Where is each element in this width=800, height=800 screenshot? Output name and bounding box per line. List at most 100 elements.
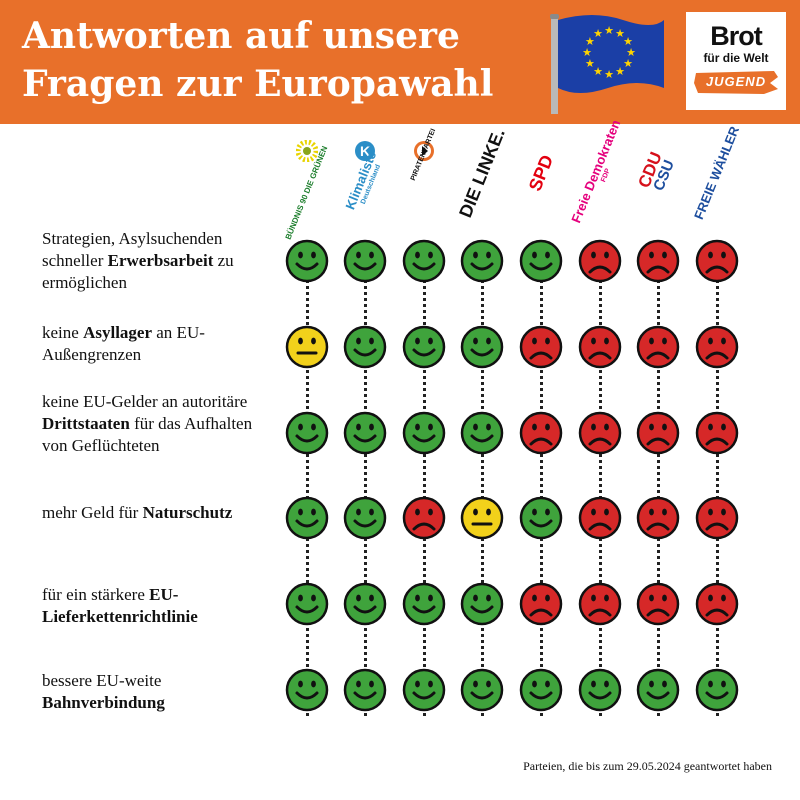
flag-star-icon: ★ (593, 66, 603, 78)
smiley-happy-icon (460, 668, 504, 712)
column-connector-line (481, 261, 484, 716)
column-connector-line (306, 261, 309, 716)
smiley-sad-icon (695, 582, 739, 626)
column-connector-line (540, 261, 543, 716)
smiley-happy-icon (343, 325, 387, 369)
question-keyword: Naturschutz (142, 503, 233, 522)
svg-text:K: K (360, 143, 370, 159)
question-text-plain: mehr Geld für (42, 503, 143, 522)
smiley-happy-icon (343, 496, 387, 540)
smiley-sad-icon (519, 582, 563, 626)
flag-star-icon: ★ (604, 25, 614, 37)
party-name-text: SPD (524, 152, 558, 194)
smiley-happy-icon (402, 668, 446, 712)
question-text: Strategien, Asylsuchenden schneller Erwe… (42, 228, 272, 294)
smiley-sad-icon (578, 496, 622, 540)
smiley-happy-icon (343, 582, 387, 626)
question-text-plain: für ein stärkere (42, 585, 150, 604)
smiley-happy-icon (636, 668, 680, 712)
eu-flag-icon: ★ ★ ★ ★ ★ ★ ★ ★ ★ ★ ★ ★ (548, 12, 666, 116)
smiley-happy-icon (519, 668, 563, 712)
party-logo-2: K Klimaliste Deutschland (336, 128, 394, 218)
question-text-plain: keine (42, 323, 84, 342)
question-text-plain: zu ermöglichen (42, 251, 234, 292)
title-line-1: Antworten auf unsere (22, 15, 460, 57)
column-connector-line (716, 261, 719, 716)
smiley-happy-icon (402, 411, 446, 455)
flag-star-icon: ★ (604, 69, 614, 81)
flag-star-icon: ★ (615, 66, 625, 78)
klimaliste-k-icon: K (354, 140, 376, 162)
question-keyword: EU-Lieferkettenrichtlinie (42, 585, 198, 626)
party-name: DIE LINKE. (455, 125, 509, 221)
header-banner: Antworten auf unsere Fragen zur Europawa… (0, 0, 800, 124)
smiley-happy-icon (285, 239, 329, 283)
party-logo-7: CDU CSU (629, 128, 687, 218)
question-keyword: Asyllager (83, 323, 153, 342)
footer-note: Parteien, die bis zum 29.05.2024 geantwo… (523, 759, 772, 773)
smiley-sad-icon (695, 325, 739, 369)
smiley-sad-icon (695, 496, 739, 540)
smiley-sad-icon (578, 239, 622, 283)
party-logo-3: PIRATENPARTEI (395, 128, 453, 218)
smiley-happy-icon (519, 496, 563, 540)
party-name: SPD (524, 152, 558, 194)
flag-star-icon: ★ (626, 47, 636, 59)
question-text: für ein stärkere EU-Lieferkettenrichtlin… (42, 584, 272, 628)
party-logo-8: FREIE WÄHLER (688, 124, 746, 221)
question-text: keine EU-Gelder an autoritäre Drittstaat… (42, 391, 272, 457)
smiley-happy-icon (343, 239, 387, 283)
smiley-sad-icon (578, 411, 622, 455)
party-logo-5: SPD (512, 128, 570, 218)
logo-badge-shape (694, 71, 778, 94)
page-title: Antworten auf unsere Fragen zur Europawa… (22, 12, 493, 108)
party-logo-1: BÜNDNIS 90 DIE GRÜNEN (278, 128, 336, 241)
party-name: CDU CSU (634, 149, 679, 195)
flag-star-icon: ★ (585, 36, 595, 48)
question-text: bessere EU-weite Bahnverbindung (42, 670, 272, 714)
party-name: Klimaliste Deutschland (342, 149, 386, 214)
smiley-sad-icon (636, 325, 680, 369)
smiley-happy-icon (343, 668, 387, 712)
logo-subtitle: für die Welt (703, 51, 769, 65)
column-connector-line (364, 261, 367, 716)
smiley-happy-icon (402, 582, 446, 626)
question-text-plain: an EU-Außengrenzen (42, 323, 205, 364)
smiley-happy-icon (460, 239, 504, 283)
smiley-happy-icon (285, 496, 329, 540)
party-name-text: DIE LINKE. (455, 125, 509, 221)
party-name-text: FREIE WÄHLER (691, 124, 743, 222)
question-text-plain: Strategien, Asylsuchenden schneller (42, 229, 223, 270)
flag-star-icon: ★ (623, 36, 633, 48)
pirate-sail-icon (413, 140, 435, 162)
question-text: mehr Geld für Naturschutz (42, 502, 272, 524)
smiley-sad-icon (695, 239, 739, 283)
smiley-sad-icon (636, 239, 680, 283)
column-connector-line (657, 261, 660, 716)
smiley-sad-icon (519, 325, 563, 369)
question-text: keine Asyllager an EU-Außengrenzen (42, 322, 272, 366)
smiley-happy-icon (460, 582, 504, 626)
question-text-plain: für das Aufhalten von Geflüchteten (42, 414, 253, 455)
flag-star-icon: ★ (585, 58, 595, 70)
question-keyword: Drittstaaten (42, 414, 130, 433)
smiley-happy-icon (285, 668, 329, 712)
smiley-sad-icon (636, 582, 680, 626)
party-logo-4: DIE LINKE. (453, 125, 511, 221)
smiley-neutral-icon (285, 325, 329, 369)
smiley-happy-icon (285, 582, 329, 626)
smiley-sad-icon (519, 411, 563, 455)
party-name: Freie Demokraten FDP (568, 118, 631, 228)
brot-fuer-die-welt-logo: Brot für die Welt JUGEND (686, 12, 786, 110)
smiley-happy-icon (695, 668, 739, 712)
smiley-sad-icon (578, 325, 622, 369)
flag-star-icon: ★ (615, 28, 625, 40)
smiley-sad-icon (578, 582, 622, 626)
smiley-sad-icon (636, 411, 680, 455)
smiley-happy-icon (285, 411, 329, 455)
flag-star-icon: ★ (623, 58, 633, 70)
smiley-happy-icon (578, 668, 622, 712)
smiley-sad-icon (695, 411, 739, 455)
smiley-sad-icon (636, 496, 680, 540)
question-text-plain: keine EU-Gelder an autoritäre (42, 392, 248, 411)
